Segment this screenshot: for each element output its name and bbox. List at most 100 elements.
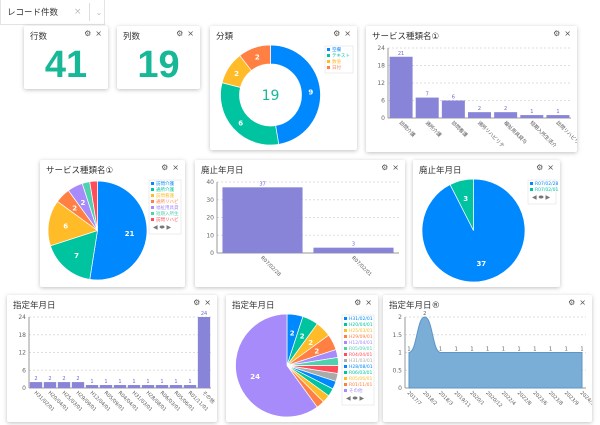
legend-item: 訪問リハビ	[156, 216, 179, 223]
legend-swatch	[344, 347, 347, 350]
category-card: 分類 ⚙ × 9 6 2 2 19 空欄 テキスト 数値 日付	[210, 26, 357, 150]
close-icon[interactable]: ×	[95, 29, 102, 38]
y-tick-label: 18	[18, 332, 26, 339]
y-tick-label: 10	[206, 232, 214, 239]
legend-swatch	[344, 329, 347, 332]
bar	[155, 385, 169, 388]
legend-swatch	[530, 188, 533, 191]
bar	[197, 317, 211, 388]
x-tick-label: 2023/9	[563, 390, 580, 407]
legend-pager[interactable]: ◀ ⬬ ▶	[153, 224, 172, 231]
gear-icon[interactable]: ⚙	[193, 298, 201, 307]
card-title: 列数	[123, 32, 141, 42]
chart-abol_bar: 0 10 20 30 40 37 R07/02/28 3 R07/02/01	[206, 179, 399, 278]
card-title: 指定年月日	[232, 301, 275, 311]
tab-label: レコード件数	[7, 8, 59, 18]
bar	[441, 100, 465, 118]
designation-pie-card: 指定年月日 ⚙ × 2 2 2 2 24 H31/02/01 H20/04/01 H25/03/…	[226, 295, 378, 422]
close-icon[interactable]: ×	[564, 29, 571, 38]
cols-value: 19	[137, 44, 180, 86]
gear-icon[interactable]: ⚙	[553, 29, 561, 38]
x-tick-label: 訪問介護	[398, 119, 417, 138]
close-icon[interactable]: ×	[187, 29, 194, 38]
x-tick-label: 2023/6	[531, 390, 548, 407]
close-icon[interactable]: ×	[392, 163, 399, 172]
gear-icon[interactable]: ⚙	[84, 29, 92, 38]
data-label: 1	[580, 347, 583, 353]
legend-item: テキスト	[332, 53, 350, 59]
gear-icon[interactable]: ⚙	[176, 29, 184, 38]
gear-icon[interactable]: ⚙	[568, 298, 576, 307]
data-label: 21	[398, 51, 404, 57]
center-label: 19	[262, 88, 280, 104]
close-icon[interactable]: ×	[579, 298, 586, 307]
gear-icon[interactable]: ⚙	[381, 163, 389, 172]
close-icon[interactable]: ×	[74, 7, 82, 17]
x-tick-label: 2017/7	[406, 390, 423, 407]
y-tick-label: 1	[398, 350, 402, 357]
x-tick-label: 通所リハビリテ	[476, 119, 506, 149]
close-icon[interactable]: ×	[365, 298, 372, 307]
gear-icon[interactable]: ⚙	[333, 29, 341, 38]
bar	[169, 385, 183, 388]
y-tick-label: 6	[381, 98, 385, 105]
legend-swatch	[344, 353, 347, 356]
legend-pager[interactable]: ◀ ⬬ ▶	[346, 395, 365, 402]
legend-swatch	[344, 377, 347, 380]
legend-item: 福祉用具貸	[156, 204, 179, 211]
cols-card: 列数 ⚙ × 19	[117, 26, 200, 89]
record-count-tab[interactable]: レコード件数 × ⌄	[0, 0, 105, 25]
y-tick-label: 18	[377, 63, 385, 70]
pie-slice	[89, 180, 148, 281]
rows-value: 41	[44, 44, 88, 86]
bar	[520, 115, 544, 118]
legend-pager[interactable]: ◀ ⬬ ▶	[532, 194, 551, 201]
bar	[29, 382, 43, 388]
close-icon[interactable]: ×	[172, 163, 179, 172]
card-title: 指定年月日®	[389, 301, 441, 311]
pie-slice	[49, 229, 98, 280]
data-label: 1	[407, 347, 410, 353]
data-label: 1	[556, 109, 559, 115]
data-label: 2	[423, 311, 426, 317]
legend-item: 短期入所生	[156, 210, 179, 217]
legend-swatch	[151, 212, 154, 215]
legend-swatch	[327, 54, 330, 57]
abolition-bar-card: 廃止年月日 ⚙ × 0 10 20 30 40 37 R07/02/28 3 R07/02/01	[195, 160, 405, 287]
data-label: 6	[452, 95, 455, 101]
slice-label: 37	[476, 260, 486, 268]
pie-slice	[270, 44, 321, 145]
bar	[546, 115, 570, 118]
slice-label: 21	[125, 230, 135, 238]
chevron-down-icon[interactable]: ⌄	[95, 7, 103, 17]
y-tick-label: 6	[22, 367, 26, 374]
gear-icon[interactable]: ⚙	[161, 163, 169, 172]
slice-label: 2	[234, 70, 239, 78]
legend-item: 空欄	[332, 46, 341, 53]
chart-svc_bar: 0612182421訪問介護7通所介護6訪問看護2通所リハビリテ2福祉用具貸与1…	[377, 45, 577, 149]
legend	[341, 314, 375, 406]
gear-icon[interactable]: ⚙	[354, 298, 362, 307]
legend-swatch	[151, 182, 154, 185]
data-label: 1	[118, 379, 121, 385]
bar	[85, 385, 99, 388]
close-icon[interactable]: ×	[204, 298, 211, 307]
legend-item: H25/03/01	[349, 328, 373, 334]
x-tick-label: 2018/3	[437, 390, 454, 407]
bar	[467, 112, 492, 118]
legend-swatch	[344, 317, 347, 320]
slice-label: 3	[463, 195, 468, 203]
card-title: サービス種類名①	[372, 32, 440, 42]
legend-item: R04/04/01	[349, 352, 372, 358]
legend-swatch	[530, 182, 533, 185]
slice-label: 7	[74, 252, 79, 260]
y-tick-label: 1.5	[392, 332, 402, 339]
data-label: 2	[76, 376, 79, 382]
gear-icon[interactable]: ⚙	[536, 163, 544, 172]
close-icon[interactable]: ×	[344, 29, 351, 38]
chart-des_area: 00.511.5212017/722018/212018/312019/1112…	[392, 311, 592, 409]
slice-label: 6	[238, 119, 243, 127]
data-label: 3	[352, 242, 355, 248]
close-icon[interactable]: ×	[547, 163, 554, 172]
card-title: 廃止年月日	[419, 166, 462, 176]
